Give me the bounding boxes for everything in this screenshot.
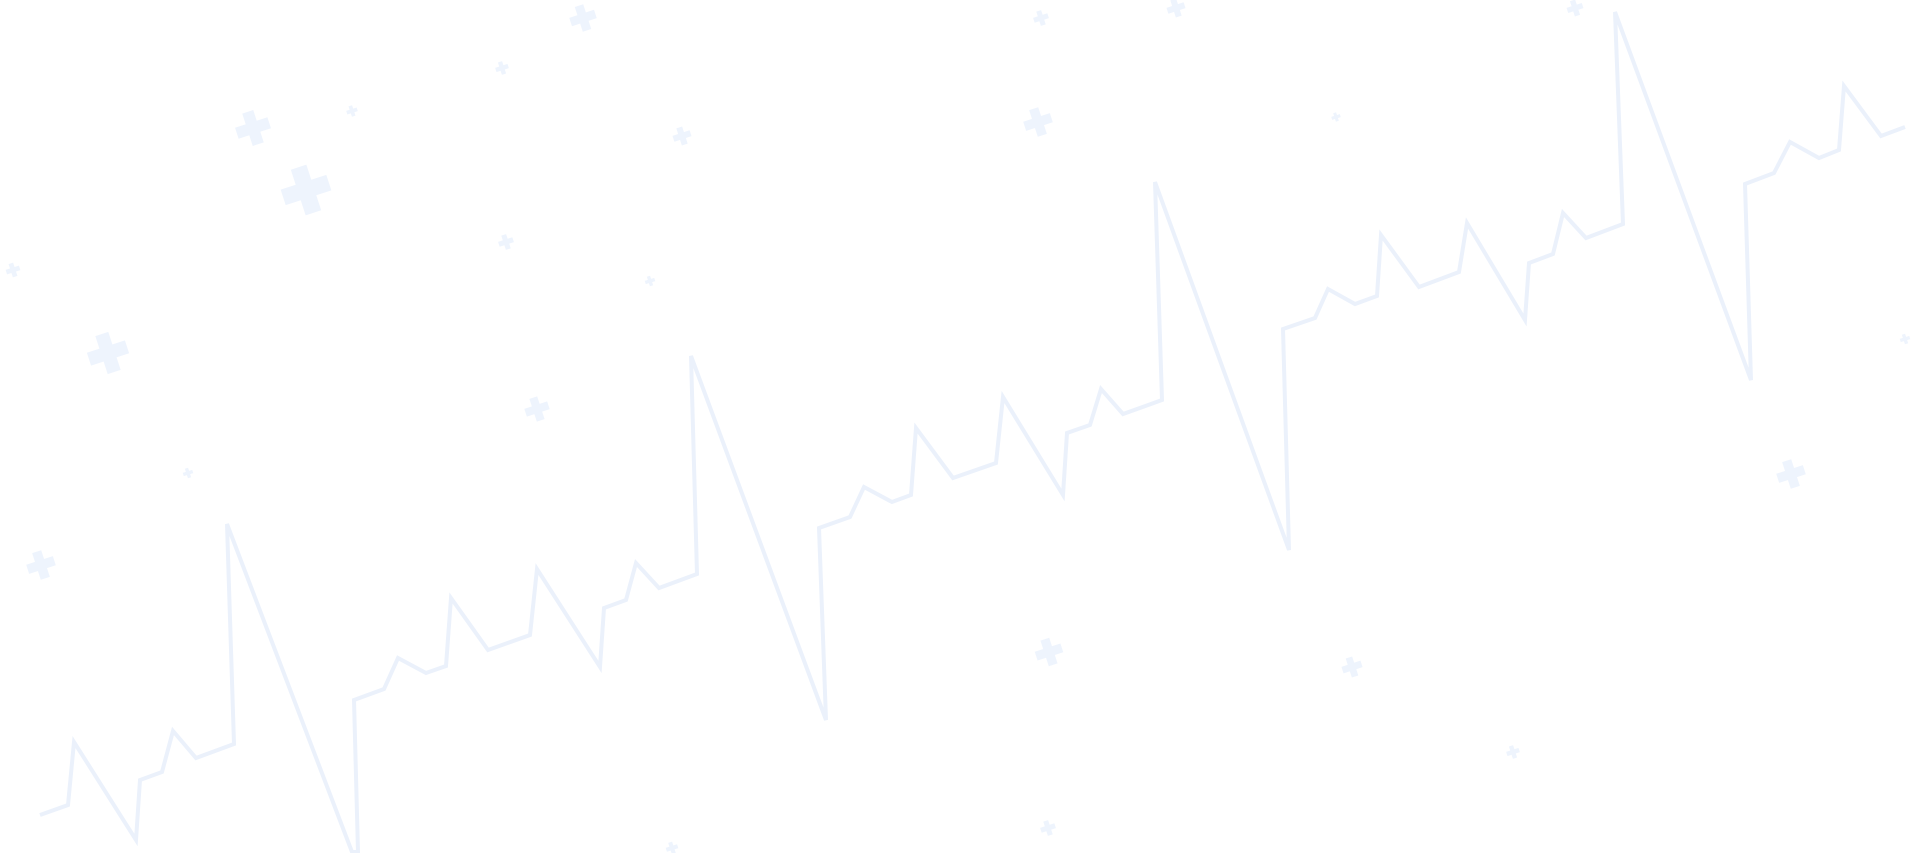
medical-cross-icon [644, 275, 656, 287]
medical-cross-icon [672, 126, 692, 146]
medical-cross-icon [1034, 637, 1064, 667]
medical-cross-icon [524, 396, 550, 422]
medical-cross-icon [495, 61, 509, 75]
medical-cross-icon [26, 550, 56, 580]
medical-cross-icon [1166, 0, 1186, 18]
medical-cross-icon [1566, 0, 1584, 17]
medical-cross-icon [1899, 333, 1911, 345]
heartbeat-line-icon [39, 11, 1906, 853]
medical-cross-icon [1341, 656, 1363, 678]
medical-cross-icon [1033, 10, 1049, 26]
medical-cross-icon [1331, 112, 1341, 122]
medical-cross-icon [665, 841, 679, 853]
medical-cross-icon [1776, 459, 1806, 489]
medical-cross-icon [1040, 820, 1056, 836]
medical-cross-icon [280, 164, 332, 216]
medical-cross-icon [182, 467, 194, 479]
medical-cross-icon [86, 331, 130, 375]
medical-cross-icon [5, 262, 21, 278]
medical-cross-icon [346, 105, 358, 117]
medical-cross-icon [498, 234, 514, 250]
medical-cross-icon [569, 4, 597, 32]
medical-cross-icon [1506, 745, 1520, 759]
medical-cross-icon [1023, 107, 1053, 137]
medical-cross-icon [235, 110, 271, 146]
